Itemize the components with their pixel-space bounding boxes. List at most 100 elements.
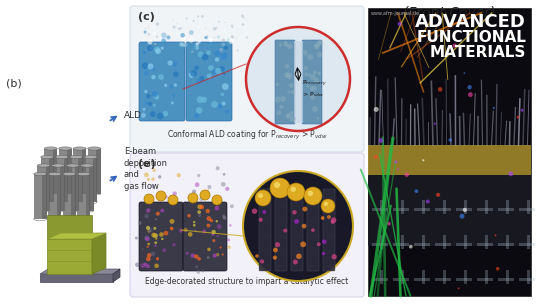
Bar <box>401 200 404 214</box>
Circle shape <box>150 52 151 53</box>
FancyBboxPatch shape <box>130 153 364 297</box>
Bar <box>498 243 514 246</box>
Circle shape <box>242 23 245 26</box>
Circle shape <box>154 264 159 268</box>
Text: Conformal ALD coating for P$_{recovery}$ > P$_{vdw}$: Conformal ALD coating for P$_{recovery}$… <box>167 129 327 142</box>
FancyBboxPatch shape <box>302 40 322 124</box>
Polygon shape <box>78 157 83 202</box>
Circle shape <box>142 248 144 250</box>
Circle shape <box>453 43 457 48</box>
Circle shape <box>332 254 337 259</box>
Circle shape <box>195 42 199 46</box>
Bar <box>519 208 535 211</box>
Polygon shape <box>89 165 94 210</box>
Circle shape <box>146 257 151 261</box>
Circle shape <box>145 28 146 29</box>
Circle shape <box>156 257 159 261</box>
Circle shape <box>159 232 164 237</box>
Circle shape <box>218 21 220 23</box>
Circle shape <box>164 84 167 87</box>
Circle shape <box>293 260 298 264</box>
Bar <box>464 235 467 249</box>
FancyBboxPatch shape <box>139 42 185 121</box>
Circle shape <box>291 90 295 94</box>
Bar <box>435 243 451 246</box>
Circle shape <box>426 199 430 203</box>
Circle shape <box>207 248 211 251</box>
Circle shape <box>180 33 185 37</box>
Circle shape <box>197 270 200 274</box>
Circle shape <box>196 79 201 84</box>
Circle shape <box>224 46 228 50</box>
Circle shape <box>145 237 150 241</box>
Circle shape <box>302 50 308 56</box>
Bar <box>527 270 530 284</box>
Circle shape <box>164 231 168 236</box>
Text: (b): (b) <box>6 79 22 89</box>
Circle shape <box>303 66 308 71</box>
Circle shape <box>170 219 174 224</box>
Circle shape <box>296 254 302 259</box>
Circle shape <box>166 35 171 40</box>
Text: ADVANCED: ADVANCED <box>415 13 526 31</box>
Circle shape <box>146 226 150 230</box>
Circle shape <box>273 255 277 260</box>
Bar <box>372 243 388 246</box>
Circle shape <box>206 224 211 228</box>
Text: nVACNTs: nVACNTs <box>49 273 85 282</box>
Circle shape <box>246 36 248 39</box>
Polygon shape <box>47 239 92 274</box>
Circle shape <box>146 246 148 248</box>
Polygon shape <box>77 174 90 219</box>
Circle shape <box>140 263 145 268</box>
Circle shape <box>289 111 294 115</box>
Circle shape <box>197 174 200 177</box>
Circle shape <box>156 191 166 201</box>
Circle shape <box>191 254 195 258</box>
Circle shape <box>225 109 229 114</box>
Circle shape <box>227 38 231 42</box>
Ellipse shape <box>73 147 86 150</box>
Circle shape <box>188 72 194 78</box>
Circle shape <box>243 17 245 19</box>
Circle shape <box>241 15 244 17</box>
Circle shape <box>144 172 149 177</box>
Circle shape <box>206 50 211 55</box>
Circle shape <box>229 224 232 226</box>
Circle shape <box>154 95 159 100</box>
Circle shape <box>214 50 221 57</box>
FancyBboxPatch shape <box>139 202 183 271</box>
Circle shape <box>314 78 319 83</box>
Circle shape <box>154 241 157 244</box>
Circle shape <box>287 114 290 117</box>
Circle shape <box>181 36 186 41</box>
Circle shape <box>202 270 205 272</box>
Circle shape <box>468 85 472 89</box>
Circle shape <box>212 233 214 236</box>
Circle shape <box>287 90 291 94</box>
Circle shape <box>146 208 151 212</box>
Circle shape <box>312 106 318 112</box>
Circle shape <box>220 53 227 60</box>
Circle shape <box>310 74 316 80</box>
Circle shape <box>460 214 464 219</box>
Bar <box>414 208 430 211</box>
Bar <box>393 208 409 211</box>
Circle shape <box>141 113 146 118</box>
Circle shape <box>394 160 397 164</box>
Polygon shape <box>82 148 86 194</box>
Circle shape <box>304 187 322 205</box>
Circle shape <box>255 254 259 258</box>
Circle shape <box>208 37 213 42</box>
Circle shape <box>287 75 292 79</box>
Circle shape <box>151 178 155 181</box>
Circle shape <box>205 28 206 29</box>
Circle shape <box>318 40 322 45</box>
Bar <box>435 278 451 281</box>
Ellipse shape <box>59 147 72 150</box>
Polygon shape <box>40 157 54 202</box>
Circle shape <box>231 25 233 27</box>
Bar <box>393 278 409 281</box>
Circle shape <box>308 74 311 77</box>
Polygon shape <box>52 165 65 210</box>
